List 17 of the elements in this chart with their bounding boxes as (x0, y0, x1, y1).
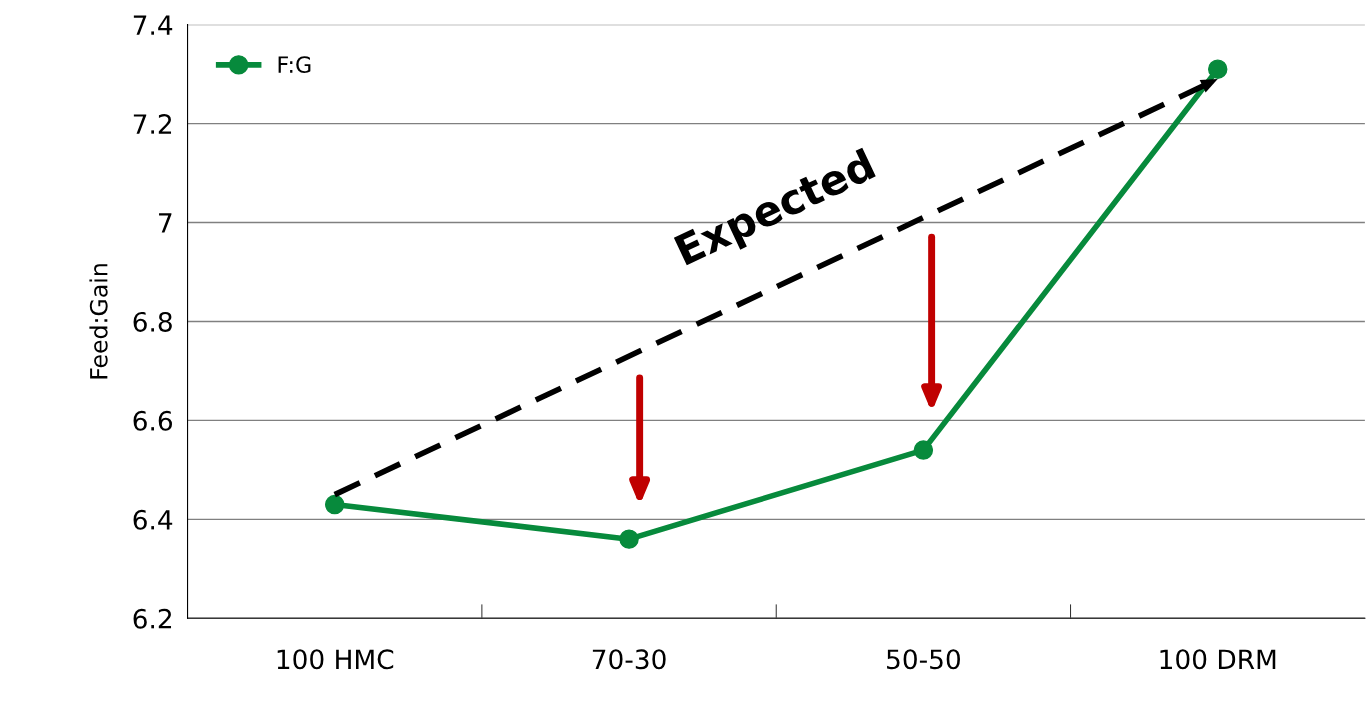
point (913, 440, 934, 460)
x-tick-label: 70-30 (592, 649, 666, 670)
point (1208, 59, 1228, 79)
x-tick-label: 100 DRM (1160, 649, 1276, 670)
y-tick-label: 6.2 (133, 608, 172, 629)
x-tick-label: 100 HMC (277, 649, 394, 670)
y-tick-label: 6.8 (133, 311, 172, 332)
y-tick-label: 6.4 (133, 509, 173, 530)
y-axis-title: Feed:Gain (89, 264, 108, 379)
point (619, 529, 639, 549)
point (324, 494, 345, 515)
y-tick-label: 7.2 (133, 114, 172, 134)
y-tick-label: 7.4 (133, 15, 173, 35)
y-tick-label: 6.6 (133, 410, 172, 431)
x-tick-label: 50-50 (887, 649, 960, 670)
y-tick-label: 7 (159, 213, 172, 233)
legend-label: F:G (278, 56, 311, 73)
